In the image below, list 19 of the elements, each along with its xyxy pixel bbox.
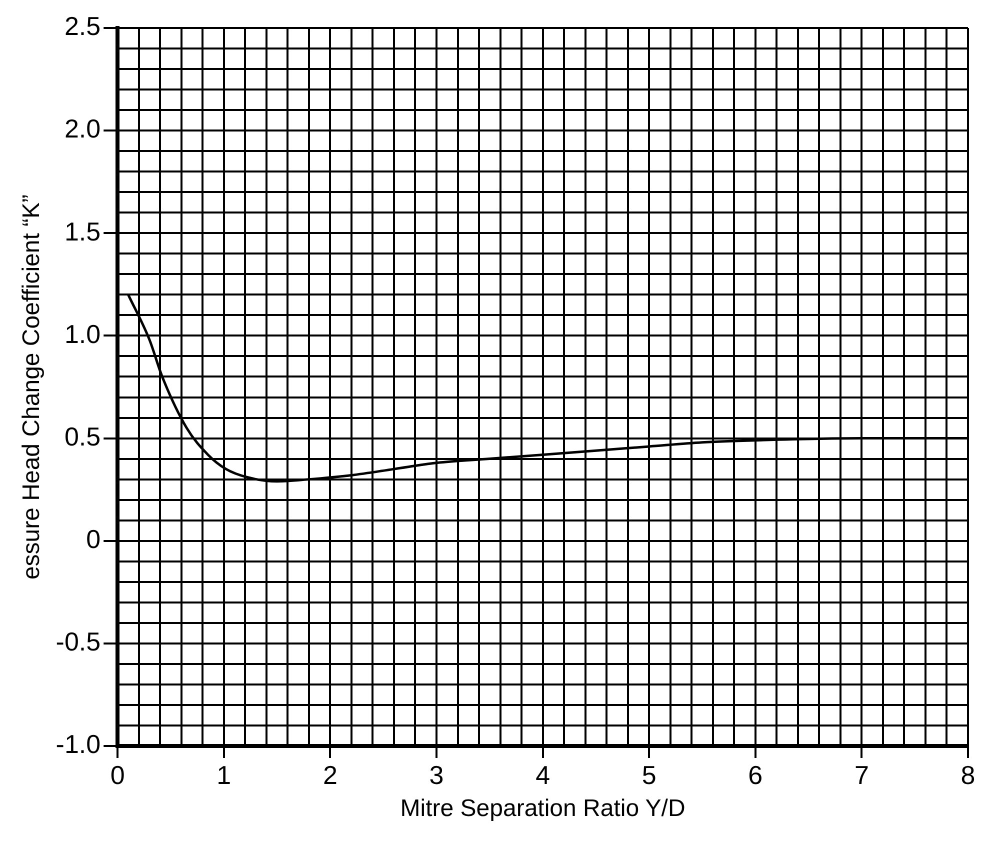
y-tick-label: 2.0 bbox=[64, 114, 101, 144]
x-tick-label: 5 bbox=[642, 760, 656, 790]
y-tick-label: 0.5 bbox=[64, 421, 101, 452]
y-tick-label: 1.5 bbox=[64, 216, 101, 246]
x-tick-label: 6 bbox=[748, 760, 763, 790]
x-tick-label: 3 bbox=[429, 760, 444, 790]
x-axis-title: Mitre Separation Ratio Y/D bbox=[400, 795, 686, 822]
x-tick-label: 0 bbox=[110, 760, 125, 790]
x-tick-label: 4 bbox=[536, 760, 550, 790]
y-tick-label: 0 bbox=[86, 524, 101, 554]
x-tick-label: 2 bbox=[322, 760, 338, 790]
y-tick-label: -1.0 bbox=[56, 729, 101, 760]
y-tick-label: 1.0 bbox=[64, 318, 101, 349]
y-tick-label: -0.5 bbox=[56, 626, 101, 657]
y-axis-title: essure Head Change Coefficient “K” bbox=[18, 194, 46, 580]
y-tick-label: 2.5 bbox=[64, 11, 101, 42]
x-tick-label: 8 bbox=[960, 760, 976, 790]
x-tick-label: 7 bbox=[854, 760, 869, 790]
x-tick-label: 1 bbox=[216, 760, 232, 790]
